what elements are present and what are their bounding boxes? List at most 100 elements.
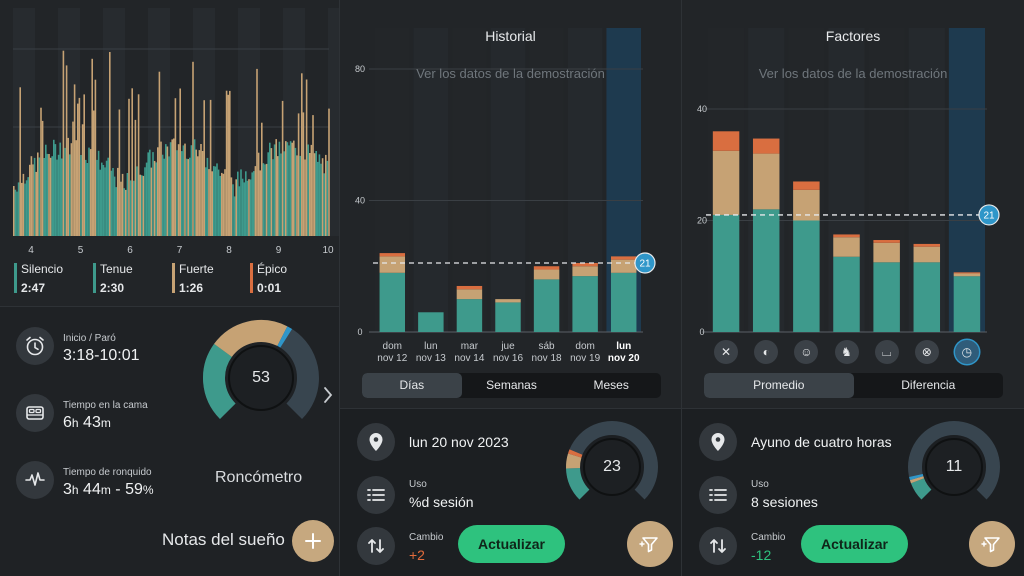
snore-mark — [245, 171, 247, 236]
bar-segment[interactable] — [456, 285, 483, 290]
snore-mark — [291, 142, 293, 236]
bar-segment[interactable] — [712, 214, 740, 332]
snore-mark — [152, 152, 154, 236]
bar-segment[interactable] — [495, 299, 521, 303]
demo-data-link[interactable]: Ver los datos de la demostración — [416, 66, 605, 81]
bar-segment[interactable] — [752, 209, 780, 332]
bar-segment[interactable] — [833, 234, 860, 238]
bar-segment[interactable] — [418, 312, 444, 332]
time-in-bed-label: Tiempo en la cama — [63, 400, 148, 411]
bar-segment[interactable] — [379, 272, 406, 332]
tab-promedio[interactable]: Promedio — [704, 373, 854, 398]
update-button[interactable]: Actualizar — [801, 525, 908, 563]
pills-icon[interactable]: ◐ — [754, 340, 779, 364]
snore-mark — [165, 144, 167, 236]
bar-segment[interactable] — [379, 253, 406, 257]
snore-mark — [320, 163, 322, 236]
bar-segment[interactable] — [610, 259, 637, 273]
bar-segment[interactable] — [793, 181, 820, 190]
bar-segment[interactable] — [793, 220, 820, 333]
gauge-segment — [910, 477, 932, 500]
snore-mark — [193, 139, 196, 236]
snore-score-gauge: 53 — [201, 318, 321, 438]
no-snore-icon[interactable]: ✕ — [714, 340, 739, 364]
snore-mark — [286, 142, 289, 236]
x-tick-label: 8 — [226, 245, 232, 256]
snore-mark — [269, 142, 271, 236]
bar-segment[interactable] — [752, 138, 780, 154]
add-note-button[interactable] — [292, 520, 334, 562]
snore-mark — [65, 65, 68, 237]
snore-mark — [144, 167, 146, 236]
alarm-clock-icon — [16, 327, 54, 365]
bar-segment[interactable] — [913, 246, 941, 263]
bar-segment[interactable] — [610, 272, 637, 332]
tab-meses[interactable]: Meses — [593, 378, 629, 392]
snore-mark — [222, 173, 225, 236]
bar-segment[interactable] — [456, 299, 483, 332]
demo-data-link[interactable]: Ver los datos de la demostración — [758, 66, 948, 81]
snore-mark — [281, 100, 284, 237]
cambio-value: -12 — [751, 547, 772, 563]
snore-mark — [145, 162, 148, 236]
bar-segment[interactable] — [793, 189, 820, 221]
snore-mark — [246, 180, 249, 236]
gauge-segment — [277, 326, 293, 348]
bath-icon[interactable]: ⌴ — [874, 340, 899, 364]
mouthpiece-icon[interactable]: ☺ — [794, 340, 819, 364]
chevron-right-icon[interactable] — [322, 385, 334, 410]
bar-segment[interactable] — [456, 289, 483, 300]
bar-segment[interactable] — [712, 150, 740, 215]
fasting-clock-icon[interactable]: ◷ — [954, 340, 979, 364]
bar-segment[interactable] — [572, 276, 598, 332]
filter-button[interactable] — [969, 521, 1015, 567]
snore-mark — [181, 151, 183, 236]
filter-button[interactable] — [627, 521, 673, 567]
tab-diferencia[interactable]: Diferencia — [901, 378, 956, 392]
bar-segment[interactable] — [572, 266, 598, 277]
bar-segment[interactable] — [572, 262, 598, 267]
bar-segment[interactable] — [533, 269, 560, 280]
plus-icon — [305, 533, 321, 549]
snore-mark — [264, 164, 266, 236]
snore-mark — [96, 159, 98, 236]
bar-segment[interactable] — [913, 243, 941, 247]
bar-segment[interactable] — [833, 256, 860, 332]
bar-segment[interactable] — [913, 262, 941, 332]
update-button[interactable]: Actualizar — [458, 525, 565, 563]
bar-segment[interactable] — [752, 153, 780, 210]
bar-segment[interactable] — [953, 276, 981, 332]
snore-mark — [177, 144, 180, 236]
snore-mark — [49, 157, 52, 236]
gauge-segment — [214, 320, 288, 358]
snore-mark — [289, 141, 292, 236]
up-down-arrows-icon — [699, 527, 737, 565]
bar-segment[interactable] — [610, 256, 637, 260]
bar-segment[interactable] — [873, 262, 900, 332]
bar-segment[interactable] — [873, 240, 900, 243]
no-alcohol-icon[interactable]: ⊗ — [914, 340, 939, 364]
bar-segment[interactable] — [533, 266, 560, 270]
snore-mark — [25, 180, 28, 236]
legend-value: 2:47 — [21, 281, 46, 295]
filter-icon — [981, 537, 1000, 553]
bar-segment[interactable] — [873, 242, 900, 263]
snore-mark — [232, 184, 234, 236]
snore-mark — [89, 149, 92, 236]
bar-segment[interactable] — [533, 279, 560, 332]
tab-dias[interactable]: Días — [362, 373, 462, 398]
exercise-icon[interactable]: ♞ — [834, 340, 859, 364]
cambio-label: Cambio — [751, 532, 786, 543]
bar-segment[interactable] — [953, 273, 981, 277]
bar-segment[interactable] — [953, 272, 981, 274]
tab-semanas[interactable]: Semanas — [486, 378, 537, 392]
bar-segment[interactable] — [495, 302, 521, 332]
legend-silencio: Silencio 2:47 — [14, 262, 63, 295]
y-tick-label: 0 — [357, 327, 362, 337]
bar-segment[interactable] — [833, 237, 860, 257]
bar-segment[interactable] — [712, 131, 740, 151]
location-pin-icon — [357, 423, 395, 461]
legend-name: Fuerte — [179, 262, 214, 276]
bar-segment[interactable] — [379, 256, 406, 273]
snore-mark — [296, 155, 298, 236]
